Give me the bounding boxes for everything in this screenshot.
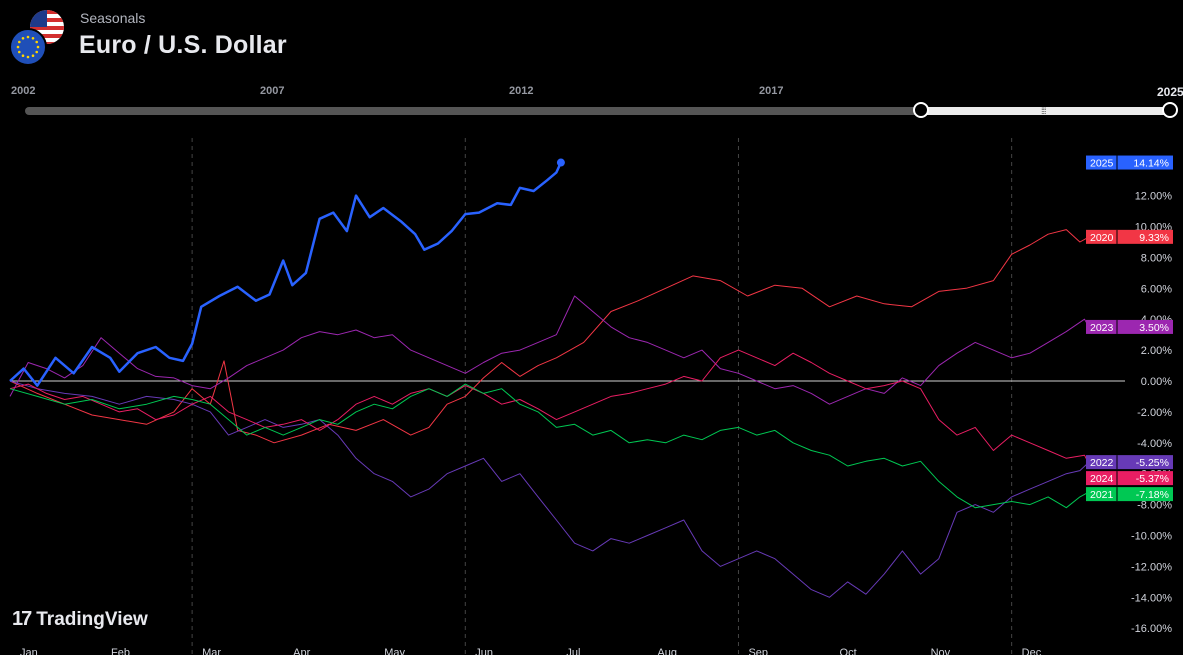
y-tick-label: 12.00% (1135, 191, 1173, 203)
seasonals-chart[interactable]: 12.00%10.00%8.00%6.00%4.00%2.00%0.00%-2.… (0, 130, 1183, 655)
x-tick-label: Mar (202, 647, 221, 655)
year-range-selector[interactable]: 2002 2007 2012 2017 2025 ⁞⁞⁞ (0, 80, 1183, 125)
range-track[interactable] (25, 107, 1172, 115)
series-end-dot-2025 (556, 158, 565, 167)
y-tick-label: -14.00% (1131, 592, 1172, 604)
series-line-2023 (9, 295, 1090, 405)
range-year-label-end: 2025 (1157, 85, 1183, 99)
value-badge-2020 (1086, 229, 1173, 244)
tradingview-logo-text: TradingView (36, 608, 148, 630)
value-badge-value: 9.33% (1139, 232, 1169, 244)
y-tick-label: -4.00% (1137, 438, 1172, 450)
y-tick-label: -12.00% (1131, 561, 1172, 573)
value-badge-year: 2021 (1090, 489, 1114, 501)
range-year-label: 2007 (260, 85, 285, 97)
x-tick-label: Dec (1022, 647, 1042, 655)
range-year-label: 2012 (509, 85, 534, 97)
x-tick-label: May (384, 647, 405, 655)
series-line-2020 (9, 229, 1090, 444)
value-badge-2024 (1086, 471, 1173, 486)
x-tick-label: Jul (566, 647, 580, 655)
range-selected-span[interactable] (921, 107, 1171, 115)
series-line-2021 (9, 383, 1090, 509)
y-tick-label: 8.00% (1141, 252, 1172, 264)
x-tick-label: Sep (748, 647, 768, 655)
x-tick-label: Oct (840, 647, 857, 655)
range-start-handle[interactable] (913, 102, 929, 118)
series-line-2024 (9, 349, 1090, 465)
series-line-2022 (9, 380, 1090, 598)
value-badge-year: 2020 (1090, 232, 1114, 244)
chart-subtitle: Seasonals (80, 10, 146, 26)
tradingview-logo-icon: 17 (12, 608, 32, 630)
range-grip-icon[interactable]: ⁞⁞⁞ (1041, 106, 1046, 116)
y-tick-label: -8.00% (1137, 500, 1172, 512)
chart-header: Seasonals Euro / U.S. Dollar (0, 0, 1183, 75)
value-badge-value: -7.18% (1136, 489, 1169, 501)
value-badge-2023 (1086, 319, 1173, 334)
value-badge-2021 (1086, 487, 1173, 502)
x-tick-label: Nov (931, 647, 951, 655)
range-end-handle[interactable] (1162, 102, 1178, 118)
currency-flags-icon (10, 10, 64, 66)
series-line-2025 (9, 161, 563, 387)
value-badge-year: 2022 (1090, 457, 1114, 469)
tradingview-logo: 17 TradingView (12, 608, 148, 631)
value-badge-year: 2023 (1090, 322, 1114, 334)
value-badge-value: -5.25% (1136, 457, 1169, 469)
x-tick-label: Feb (111, 647, 130, 655)
y-tick-label: -2.00% (1137, 407, 1172, 419)
value-badge-value: 14.14% (1133, 158, 1169, 170)
y-tick-label: 6.00% (1141, 283, 1172, 295)
range-year-label: 2017 (759, 85, 784, 97)
x-tick-label: Jun (475, 647, 493, 655)
x-tick-label: Jan (20, 647, 38, 655)
value-badge-value: 3.50% (1139, 322, 1169, 334)
value-badge-2025 (1086, 155, 1173, 170)
value-badge-value: -5.37% (1136, 473, 1169, 485)
value-badge-year: 2024 (1090, 473, 1114, 485)
value-badge-2022 (1086, 455, 1173, 470)
y-tick-label: 2.00% (1141, 345, 1172, 357)
eu-flag-icon (10, 28, 47, 66)
chart-title: Euro / U.S. Dollar (79, 31, 287, 59)
value-badge-year: 2025 (1090, 158, 1114, 170)
x-tick-label: Apr (293, 647, 310, 655)
range-year-label: 2002 (11, 85, 36, 97)
y-tick-label: -10.00% (1131, 531, 1172, 543)
y-tick-label: -16.00% (1131, 623, 1172, 635)
x-tick-label: Aug (657, 647, 677, 655)
y-tick-label: 0.00% (1141, 376, 1172, 388)
